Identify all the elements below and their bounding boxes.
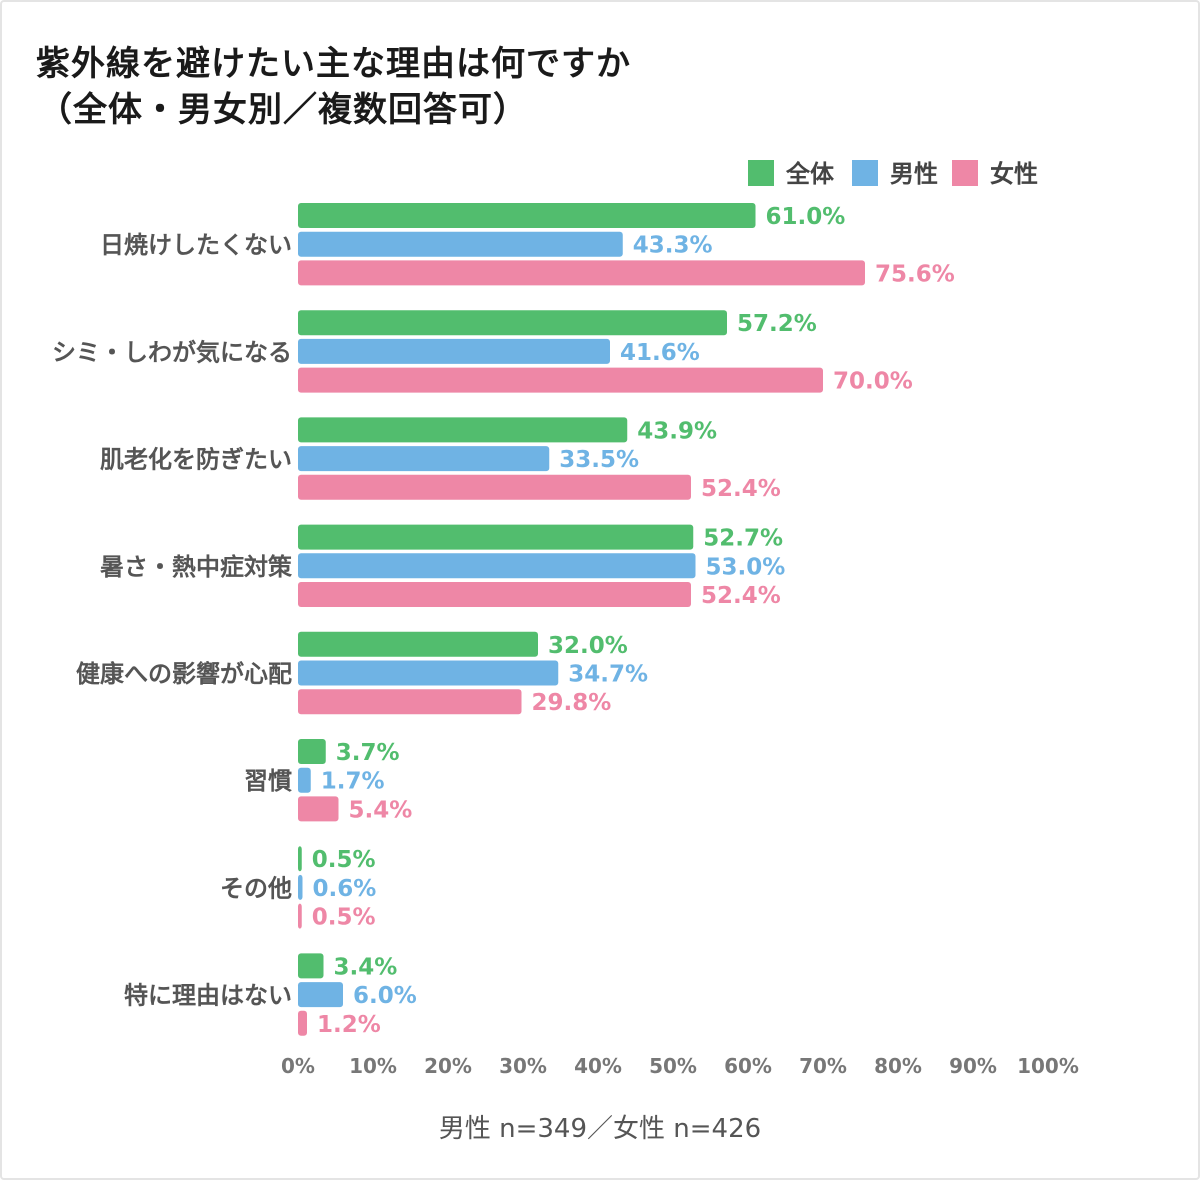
chart-subtitle: （全体・男女別／複数回答可）	[38, 90, 528, 130]
bar	[298, 739, 326, 764]
bar	[298, 310, 727, 336]
bar	[298, 582, 691, 607]
category-label: その他	[220, 874, 292, 902]
data-label: 3.7%	[336, 740, 400, 766]
x-tick-label: 40%	[574, 1054, 622, 1078]
x-tick-label: 100%	[1017, 1054, 1079, 1078]
x-tick-label: 70%	[799, 1054, 847, 1078]
data-label: 3.4%	[334, 954, 398, 980]
data-label: 6.0%	[353, 983, 417, 1009]
x-tick-label: 50%	[649, 1054, 697, 1078]
category-label: 肌老化を防ぎたい	[100, 446, 292, 474]
data-label: 57.2%	[737, 311, 817, 337]
legend-swatch	[952, 160, 978, 186]
chart-title: 紫外線を避けたい主な理由は何ですか	[36, 44, 631, 84]
bar	[298, 553, 696, 579]
data-label: 52.4%	[701, 476, 781, 502]
data-label: 1.2%	[317, 1012, 381, 1038]
category-label: 特に理由はない	[124, 982, 292, 1010]
data-label: 70.0%	[833, 369, 913, 395]
bar	[298, 446, 550, 472]
bar	[298, 524, 694, 550]
bar	[298, 982, 343, 1008]
bar	[298, 474, 691, 500]
x-tick-label: 80%	[874, 1054, 922, 1078]
x-tick-label: 0%	[281, 1054, 315, 1078]
x-tick-label: 10%	[349, 1054, 397, 1078]
bar	[298, 231, 623, 257]
data-label: 34.7%	[568, 662, 648, 688]
category-label: 習慣	[244, 767, 292, 795]
x-tick-label: 90%	[949, 1054, 997, 1078]
legend-swatch	[852, 160, 878, 186]
category-label: 健康への影響が心配	[76, 660, 292, 688]
bar	[298, 260, 865, 286]
data-label: 0.5%	[312, 847, 376, 873]
category-label: 暑さ・熱中症対策	[100, 553, 293, 581]
legend-swatch	[748, 160, 774, 186]
x-tick-label: 20%	[424, 1054, 472, 1078]
bar	[298, 796, 339, 822]
legend-label: 全体	[785, 160, 835, 188]
data-label: 0.6%	[313, 876, 377, 902]
bar	[298, 203, 756, 228]
data-label: 52.7%	[703, 526, 783, 552]
data-label: 53.0%	[706, 554, 786, 580]
bar	[298, 417, 628, 443]
bar	[298, 767, 311, 793]
x-tick-label: 30%	[499, 1054, 547, 1078]
data-label: 1.7%	[321, 769, 385, 795]
data-label: 43.3%	[633, 233, 713, 259]
bar	[298, 1010, 307, 1036]
bar	[298, 367, 823, 393]
bar	[298, 631, 538, 657]
bar	[298, 874, 303, 900]
data-label: 29.8%	[532, 690, 612, 716]
data-label: 61.0%	[766, 204, 846, 230]
sample-size-note: 男性 n=349／女性 n=426	[438, 1114, 762, 1144]
data-label: 41.6%	[620, 340, 700, 366]
data-label: 52.4%	[701, 583, 781, 609]
legend-label: 女性	[990, 160, 1038, 188]
bar	[298, 689, 522, 715]
bar	[298, 953, 324, 979]
category-label: シミ・しわが気になる	[52, 338, 292, 366]
legend-label: 男性	[890, 160, 938, 188]
data-label: 75.6%	[875, 261, 955, 287]
bar	[298, 846, 302, 872]
data-label: 43.9%	[637, 418, 717, 444]
data-label: 32.0%	[548, 633, 628, 659]
category-label: 日焼けしたくない	[100, 231, 292, 259]
bar	[298, 903, 302, 929]
bar	[298, 338, 610, 364]
data-label: 0.5%	[312, 905, 376, 931]
data-label: 5.4%	[349, 797, 413, 823]
x-tick-label: 60%	[724, 1054, 772, 1078]
data-label: 33.5%	[559, 447, 639, 473]
bar	[298, 660, 559, 686]
